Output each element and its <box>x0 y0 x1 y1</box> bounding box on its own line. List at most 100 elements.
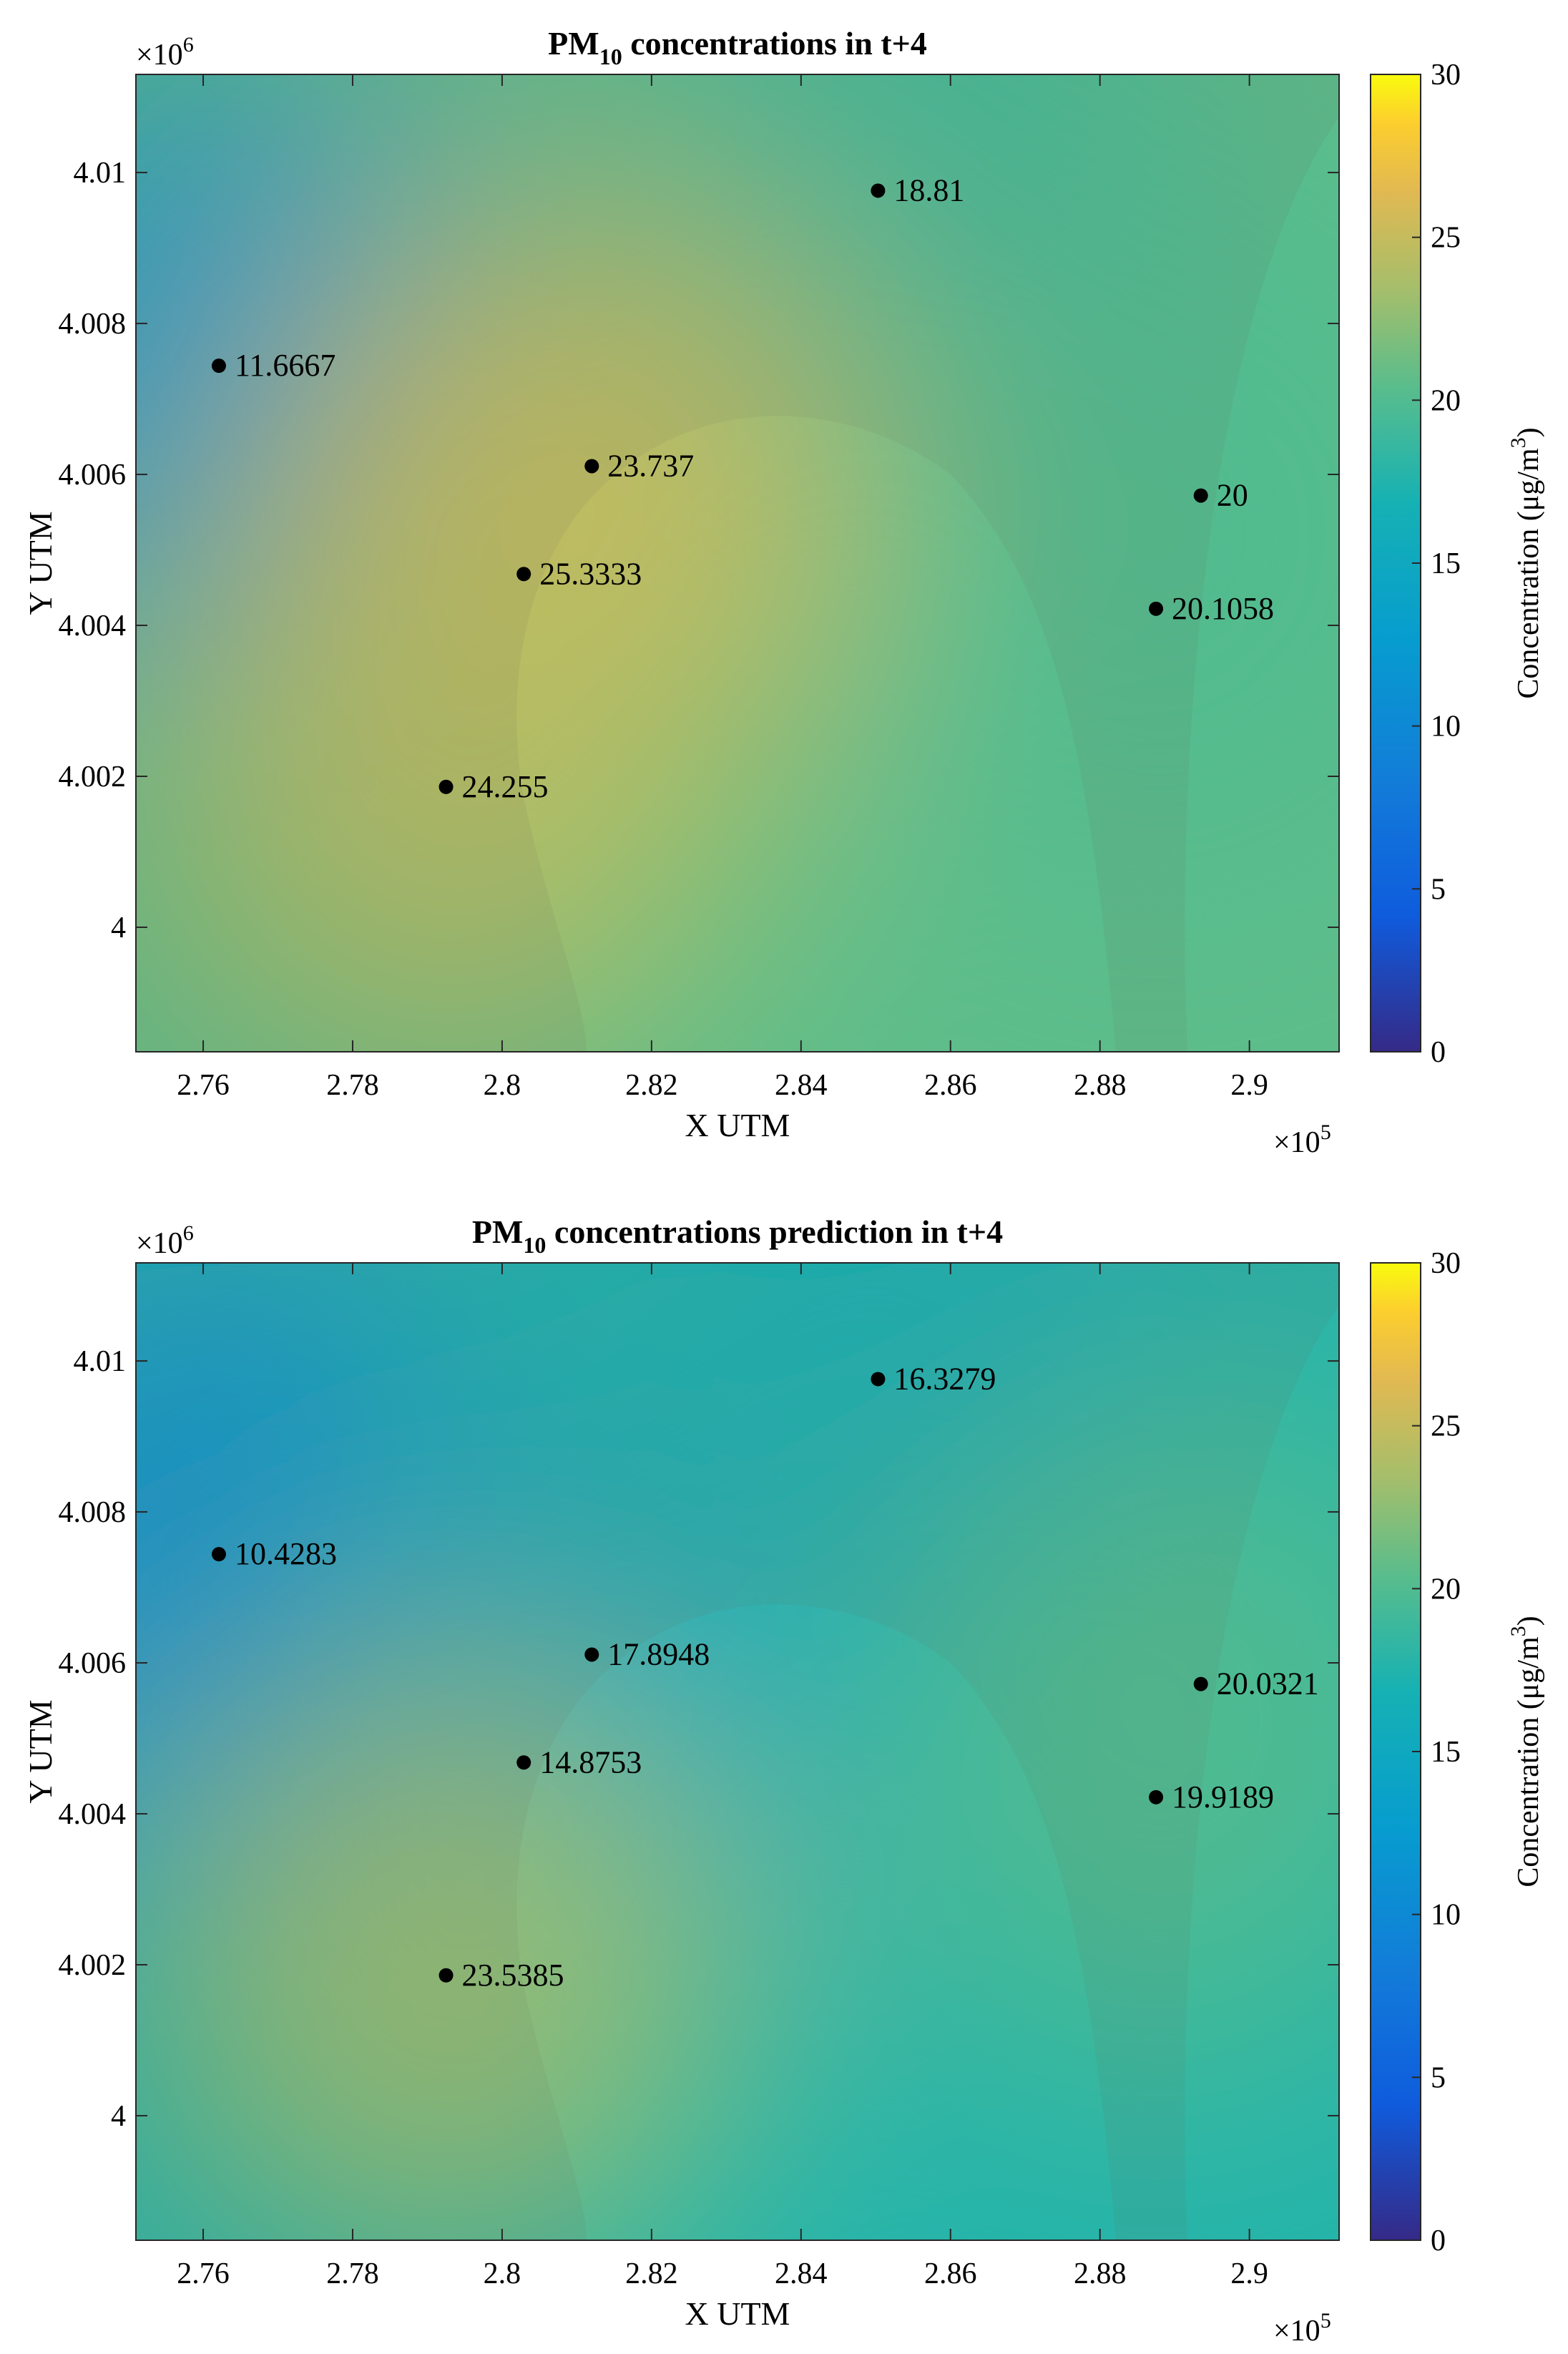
chart-panel-1: 2.76 2.78 2.8 2.82 2.84 2.86 2.88 2.9 4 4.002 4.00… <box>22 25 1545 1159</box>
field-blob <box>856 308 1339 909</box>
colorbar-tick-label: 10 <box>1431 1899 1461 1932</box>
colorbar-tick-label: 20 <box>1431 1573 1461 1606</box>
station-value-label: 10.4283 <box>235 1536 337 1571</box>
x-tick-label: 2.86 <box>924 1069 977 1102</box>
field-blob <box>145 486 747 1052</box>
station-value-label: 17.8948 <box>607 1636 710 1671</box>
plot-frame <box>135 74 1340 1053</box>
station-marker <box>438 1968 454 1983</box>
station-value-label: 20 <box>1217 478 1248 513</box>
y-tick-label: 4.01 <box>74 157 127 190</box>
station-marker <box>1149 1789 1164 1804</box>
colorbar-tick-label: 30 <box>1431 1247 1461 1280</box>
x-tick-label: 2.88 <box>1074 1069 1127 1102</box>
y-tick-label: 4 <box>111 912 126 944</box>
station-value-label: 18.81 <box>893 172 964 207</box>
colorbar-tick-label: 5 <box>1431 873 1446 906</box>
station-value-label: 20.0321 <box>1217 1666 1319 1701</box>
colorbar-tick-label: 10 <box>1431 710 1461 743</box>
chart-title: PM10 concentrations prediction in t+4 <box>472 1213 1003 1258</box>
x-tick-label: 2.82 <box>625 1069 678 1102</box>
x-tick-label: 2.78 <box>326 2257 379 2290</box>
station-marker <box>1149 601 1164 616</box>
field-blobs <box>136 1263 1339 2240</box>
plot-frame <box>135 1262 1340 2241</box>
station-value-label: 24.255 <box>462 769 549 804</box>
x-tick-label: 2.8 <box>484 2257 521 2290</box>
y-multiplier: ×106 <box>136 33 194 72</box>
station-value-label: 11.6667 <box>235 348 335 383</box>
chart-title: PM10 concentrations in t+4 <box>548 25 927 69</box>
station-marker <box>584 1647 599 1662</box>
station-marker <box>516 1755 531 1770</box>
y-tick-label: 4.006 <box>59 459 127 492</box>
colorbar-tick-label: 15 <box>1431 547 1461 580</box>
x-multiplier: ×105 <box>1273 1120 1331 1159</box>
y-tick-label: 4.004 <box>59 610 127 643</box>
colorbar-tick-label: 25 <box>1431 222 1461 255</box>
chart-panel-2: 2.76 2.78 2.8 2.82 2.84 2.86 2.88 2.9 4 4.002 4.00… <box>22 1213 1545 2348</box>
colorbar-tick-label: 0 <box>1431 2224 1446 2257</box>
station-marker <box>516 567 531 582</box>
station-marker <box>211 358 226 373</box>
colorbar-label: Concentration (μg/m3) <box>1506 427 1545 698</box>
x-tick-label: 2.8 <box>484 1069 521 1102</box>
x-tick-label: 2.84 <box>775 1069 828 1102</box>
x-tick-label: 2.86 <box>924 2257 977 2290</box>
colorbar-tick-label: 20 <box>1431 384 1461 417</box>
station-value-label: 20.1058 <box>1172 591 1274 626</box>
y-multiplier: ×106 <box>136 1221 194 1260</box>
land-shape <box>136 74 1339 1052</box>
station-marker <box>871 183 886 198</box>
x-tick-label: 2.9 <box>1230 2257 1268 2290</box>
field-blob <box>145 1674 747 2240</box>
station-marker <box>584 459 599 474</box>
station-marker <box>211 1547 226 1562</box>
x-tick-label: 2.9 <box>1230 1069 1268 1102</box>
colorbar-tick-label: 0 <box>1431 1036 1446 1069</box>
station-marker <box>871 1372 886 1387</box>
x-axis-label: X UTM <box>685 2295 790 2332</box>
x-multiplier: ×105 <box>1273 2309 1331 2348</box>
y-tick-label: 4.006 <box>59 1647 127 1680</box>
colorbar-tick-label: 5 <box>1431 2061 1446 2094</box>
station-value-label: 14.8753 <box>539 1744 642 1779</box>
station-value-label: 19.9189 <box>1172 1779 1274 1815</box>
station-value-label: 25.3333 <box>539 556 642 591</box>
y-tick-label: 4 <box>111 2100 126 2133</box>
x-tick-label: 2.78 <box>326 1069 379 1102</box>
concentration-field <box>136 74 1339 1052</box>
colorbar-tick-label: 15 <box>1431 1736 1461 1769</box>
y-tick-label: 4.002 <box>59 1949 127 1982</box>
y-axis-label: Y UTM <box>22 511 59 615</box>
land-shape <box>136 1263 1339 2240</box>
y-axis-label: Y UTM <box>22 1699 59 1803</box>
land-overlay <box>136 74 1339 1052</box>
station-value-label: 23.5385 <box>462 1958 564 1993</box>
field-blobs <box>136 74 1339 1052</box>
y-tick-label: 4.004 <box>59 1798 127 1831</box>
x-tick-label: 2.76 <box>177 2257 230 2290</box>
colorbar-label: Concentration (μg/m3) <box>1506 1616 1545 1887</box>
field-blob <box>856 1496 1339 2098</box>
y-tick-label: 4.008 <box>59 308 127 341</box>
colorbar-tick-label: 25 <box>1431 1410 1461 1443</box>
x-tick-label: 2.88 <box>1074 2257 1127 2290</box>
concentration-field <box>136 1263 1339 2240</box>
station-value-label: 16.3279 <box>893 1361 996 1396</box>
station-value-label: 23.737 <box>607 448 694 483</box>
y-tick-label: 4.008 <box>59 1496 127 1529</box>
y-tick-label: 4.002 <box>59 761 127 793</box>
land-overlay <box>136 1263 1339 2240</box>
x-axis-label: X UTM <box>685 1107 790 1143</box>
station-marker <box>1193 1676 1208 1691</box>
x-tick-label: 2.82 <box>625 2257 678 2290</box>
station-marker <box>1193 488 1208 503</box>
x-tick-label: 2.84 <box>775 2257 828 2290</box>
x-tick-label: 2.76 <box>177 1069 230 1102</box>
colorbar-tick-label: 30 <box>1431 59 1461 92</box>
y-tick-label: 4.01 <box>74 1345 127 1378</box>
station-marker <box>438 779 454 794</box>
